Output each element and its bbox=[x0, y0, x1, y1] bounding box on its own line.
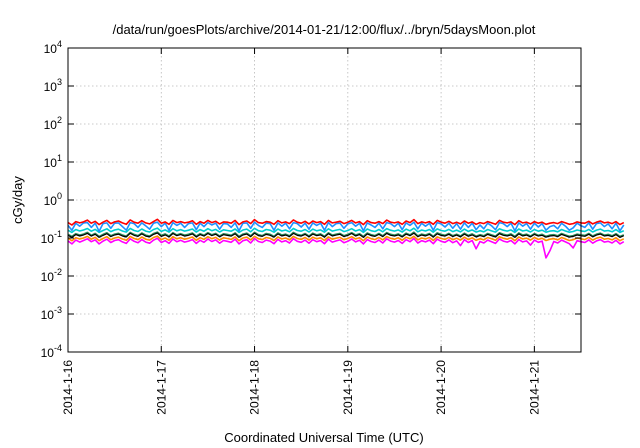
grid-lines bbox=[68, 48, 581, 352]
y-tick-label: 103 bbox=[44, 77, 62, 94]
y-axis-label: cGy/day bbox=[10, 176, 25, 224]
y-tick-label: 100 bbox=[44, 191, 62, 208]
y-tick-labels: 10-4 10-3 10-2 10-1 100 101 102 103 104 bbox=[41, 39, 62, 360]
x-tick-label: 2014-1-21 bbox=[527, 360, 541, 415]
series-line-1 bbox=[67, 235, 625, 242]
y-tick-label: 10-4 bbox=[41, 343, 62, 360]
x-axis-label: Coordinated Universal Time (UTC) bbox=[224, 430, 423, 445]
series-line-3 bbox=[67, 227, 625, 234]
x-tick-label: 2014-1-20 bbox=[434, 360, 448, 415]
series-line-5 bbox=[67, 218, 625, 226]
y-tick-label: 102 bbox=[44, 115, 62, 132]
y-tick-label: 104 bbox=[44, 39, 62, 56]
x-tick-label: 2014-1-18 bbox=[248, 360, 262, 415]
x-tick-label: 2014-1-17 bbox=[154, 360, 168, 415]
x-tick-label: 2014-1-16 bbox=[61, 360, 75, 415]
x-tick-labels: 2014-1-16 2014-1-17 2014-1-18 2014-1-19 2014… bbox=[61, 360, 541, 415]
y-tick-label: 10-3 bbox=[41, 305, 62, 322]
x-tick-label: 2014-1-19 bbox=[341, 360, 355, 415]
chart-title: /data/run/goesPlots/archive/2014-01-21/1… bbox=[113, 22, 536, 37]
y-tick-label: 10-1 bbox=[41, 229, 62, 246]
series-group bbox=[67, 218, 625, 259]
series-line-6 bbox=[67, 232, 625, 238]
tick-marks bbox=[67, 47, 581, 353]
y-tick-label: 101 bbox=[44, 153, 62, 170]
series-line-2 bbox=[67, 231, 625, 238]
series-line-0 bbox=[67, 237, 625, 259]
y-tick-label: 10-2 bbox=[41, 267, 62, 284]
series-line-4 bbox=[67, 221, 625, 233]
